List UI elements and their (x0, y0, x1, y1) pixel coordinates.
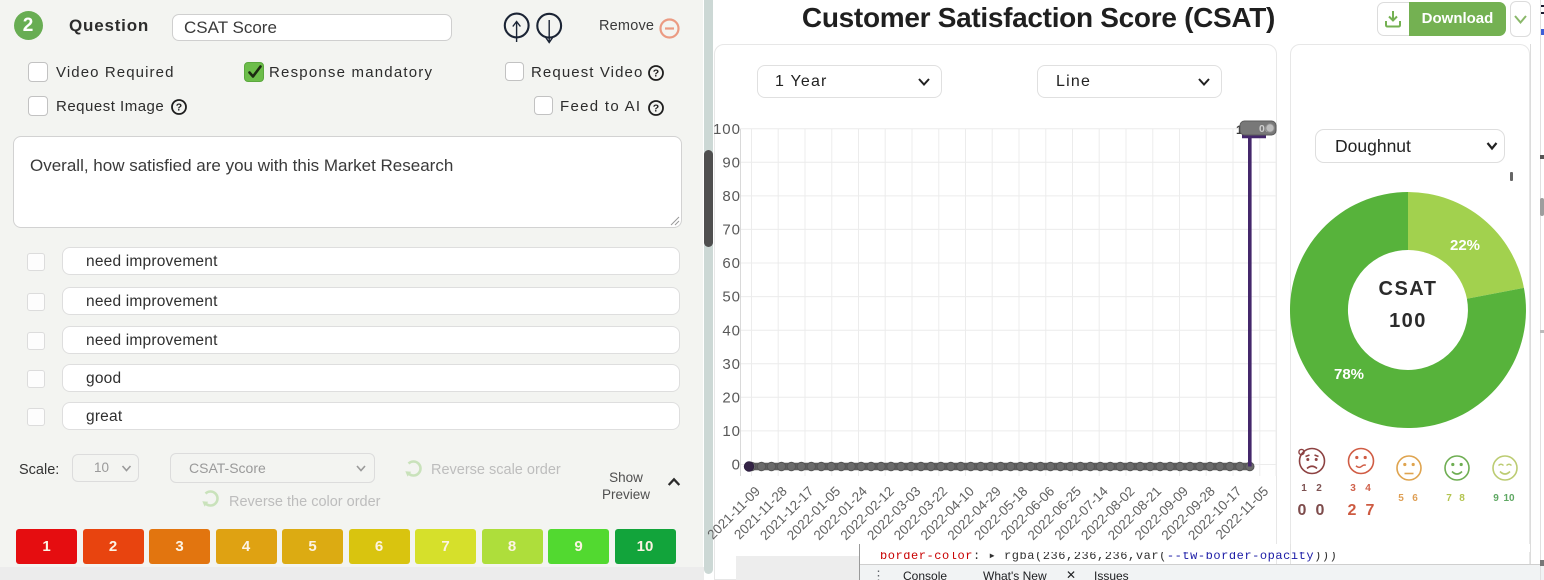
svg-text:1: 1 (1301, 483, 1307, 494)
svg-text:CSAT: CSAT (1379, 278, 1438, 300)
svg-text:100: 100 (1389, 310, 1427, 332)
svg-text:3: 3 (1350, 483, 1356, 494)
svg-text:?: ? (653, 102, 659, 114)
svg-text:7: 7 (1366, 502, 1375, 519)
svg-text:?: ? (653, 68, 659, 80)
svg-text:0: 0 (1298, 502, 1307, 519)
svg-text:10: 10 (1503, 493, 1515, 504)
svg-text:7: 7 (1446, 493, 1452, 504)
svg-text:80: 80 (722, 188, 741, 205)
svg-text:00: 00 (1259, 123, 1271, 135)
svg-text:6: 6 (1412, 493, 1418, 504)
svg-text:20: 20 (722, 389, 741, 406)
svg-text:?: ? (176, 101, 182, 113)
svg-text:5: 5 (1398, 493, 1404, 504)
svg-text:40: 40 (722, 322, 741, 339)
svg-text:100: 100 (713, 121, 741, 138)
svg-text:60: 60 (722, 255, 741, 272)
svg-text:90: 90 (722, 154, 741, 171)
svg-text:2: 2 (1316, 483, 1322, 494)
svg-text:4: 4 (1365, 483, 1371, 494)
svg-text:0: 0 (1316, 502, 1325, 519)
svg-text:0: 0 (732, 457, 741, 474)
svg-text:9: 9 (1493, 493, 1499, 504)
svg-text:22%: 22% (1450, 237, 1480, 254)
svg-text:8: 8 (1459, 493, 1465, 504)
svg-text:2: 2 (1348, 502, 1357, 519)
svg-text:30: 30 (722, 356, 741, 373)
svg-text:78%: 78% (1334, 366, 1364, 383)
svg-text:10: 10 (722, 423, 741, 440)
svg-text:50: 50 (722, 289, 741, 306)
svg-text:70: 70 (722, 222, 741, 239)
